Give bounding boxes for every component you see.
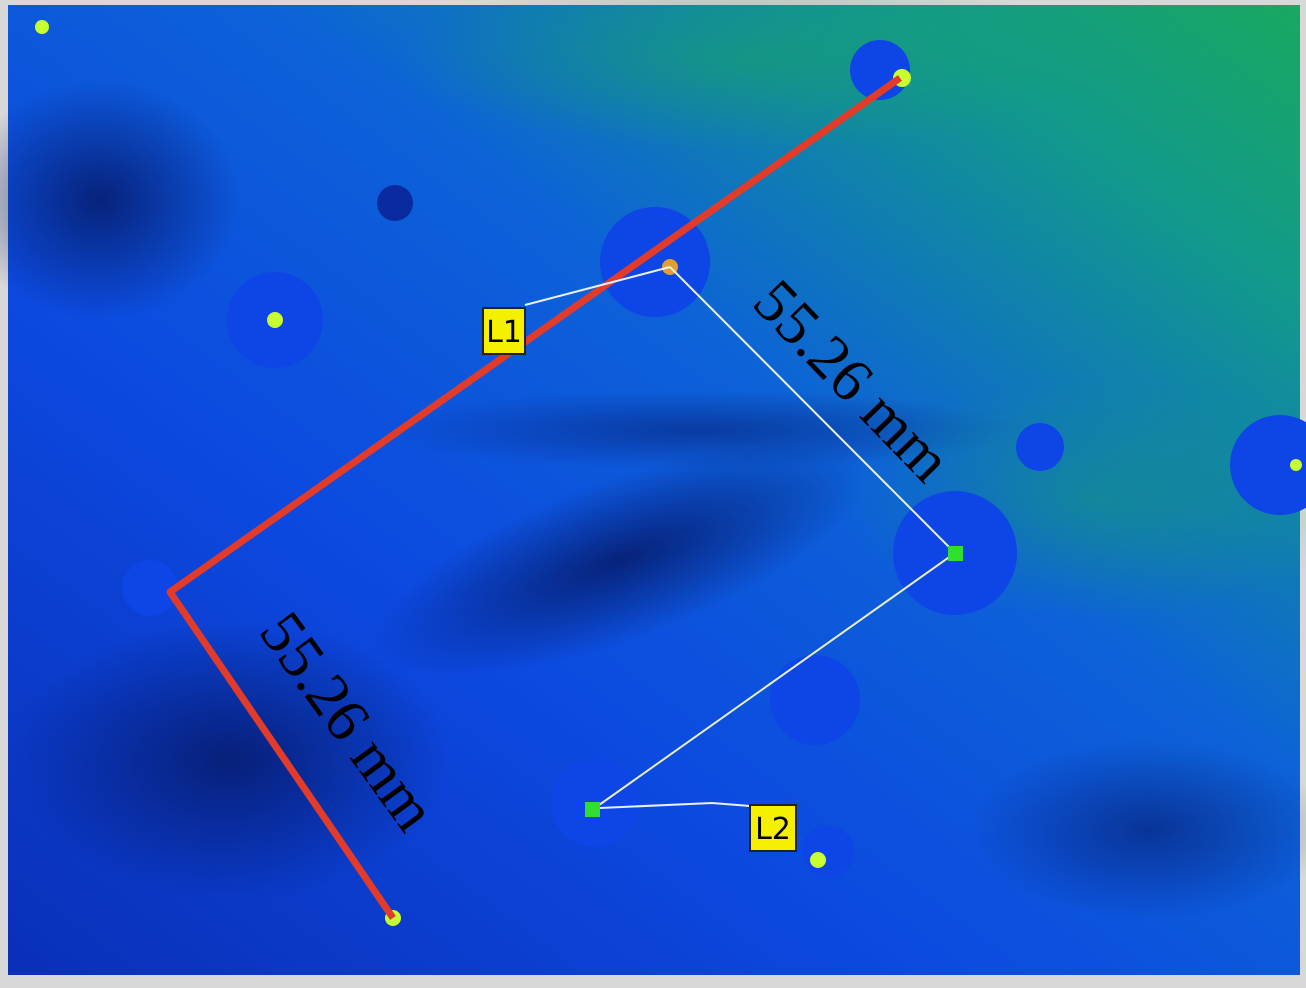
heat-shading [0,0,1306,920]
marker-label: L1 [486,315,522,350]
marker-label: L2 [755,812,791,847]
blobs [122,40,1306,878]
marker-box [482,307,526,355]
handle [948,546,963,561]
leader [524,266,671,306]
marker-box [749,804,797,852]
leader [599,801,751,809]
handle [585,802,600,817]
measure-line-red [166,75,903,920]
